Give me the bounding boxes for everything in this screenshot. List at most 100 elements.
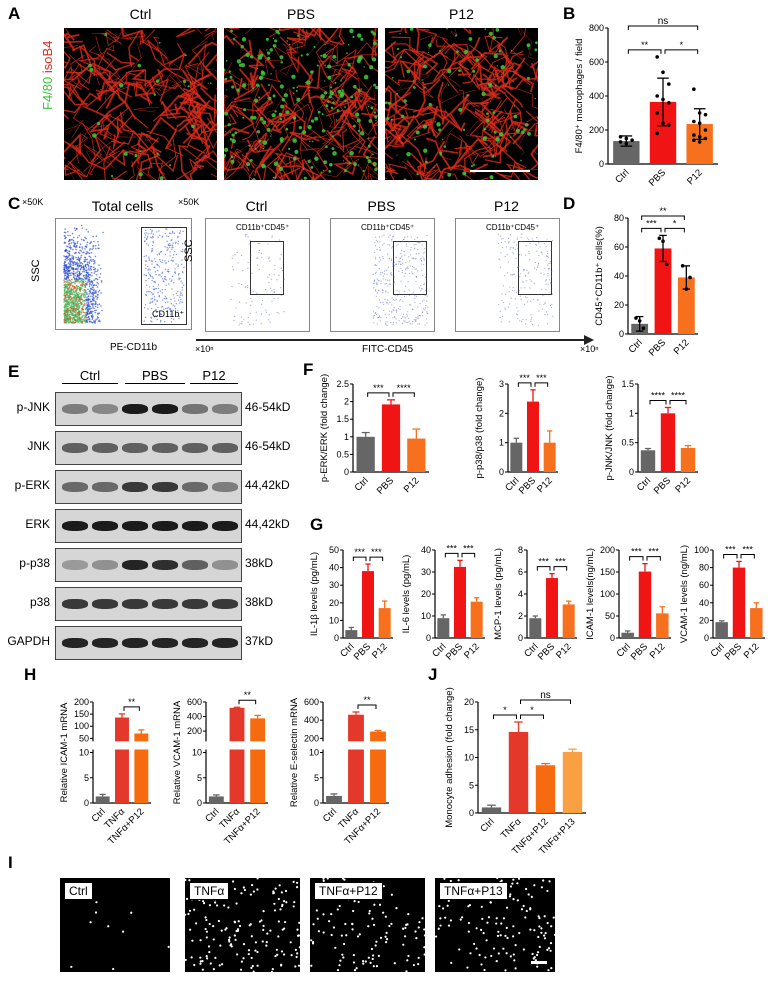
macrophage [513,114,518,119]
event [76,236,79,239]
event [164,276,166,278]
vessel [464,107,495,146]
monocyte [356,935,360,938]
event [507,306,509,308]
vessel [67,77,90,99]
event [417,270,419,272]
event [83,279,86,281]
blot-band [182,599,208,610]
event [426,322,428,324]
event [91,248,94,251]
monocyte [439,924,442,927]
event [518,290,520,292]
event [82,306,84,308]
event [144,304,147,306]
event [150,275,152,278]
event [418,287,420,289]
monocyte [243,888,247,892]
event [170,317,173,320]
vessel [373,41,378,57]
monocyte [512,925,515,928]
event [170,233,172,235]
event [384,322,387,324]
macrophage [291,74,296,79]
event [92,299,94,302]
event [154,303,157,305]
event [541,308,543,310]
event [257,242,259,245]
event [382,301,384,304]
event [161,259,164,261]
event [152,285,154,288]
event [64,283,67,285]
stain-green-label: F4/80 [40,76,55,110]
event [534,267,536,269]
event [531,238,533,240]
monocyte [543,934,546,937]
event [548,263,550,265]
monocyte [202,902,206,905]
monocyte [262,928,265,932]
event [82,275,85,277]
event [401,259,404,261]
macrophage [353,84,357,89]
monocyte [225,927,228,930]
monocyte [404,926,407,929]
vessel [452,140,472,171]
significance-bracket [664,227,685,233]
macrophage [436,122,441,127]
event [80,301,83,304]
vessel [77,128,113,164]
event [410,254,412,256]
event [397,243,399,245]
macrophage [520,130,525,135]
event [178,315,181,318]
event [147,244,149,246]
event [245,234,247,236]
event [69,260,71,263]
chart-d: Ctrl PBS P12 0 20 40 60 80 CD45⁺CD11b⁺ cells(%) *… [590,200,702,370]
vessel [416,105,439,137]
x-tick-label: Ctrl [353,475,371,493]
bar-Ctrl [640,450,656,472]
event [231,257,233,259]
macrophage [482,136,487,141]
monocyte [390,893,393,896]
monocyte [407,954,410,958]
gate-cd11b-label: CD11b⁺ [152,309,185,319]
event [406,315,408,317]
event [500,235,502,237]
event [77,309,80,312]
macrophage [274,110,277,113]
event [403,320,405,322]
event [64,293,66,296]
event [76,271,78,273]
event [178,278,180,281]
monocyte [310,964,313,967]
event [159,251,162,253]
event [169,255,171,257]
event [166,228,168,230]
macrophage [311,140,314,143]
macrophage [272,94,276,98]
macrophage [396,92,398,95]
macrophage [224,68,226,72]
event [90,284,93,286]
event [551,303,553,306]
monocyte [254,941,257,944]
event [88,269,91,271]
monocyte [417,956,420,960]
event [91,304,94,307]
macrophage [516,128,520,133]
macrophage [386,117,390,121]
event [499,258,501,260]
macrophage [346,52,348,55]
event [84,265,87,267]
vessel [82,144,121,173]
event [375,295,377,297]
event [393,282,395,284]
event [75,256,77,259]
event [169,251,171,253]
